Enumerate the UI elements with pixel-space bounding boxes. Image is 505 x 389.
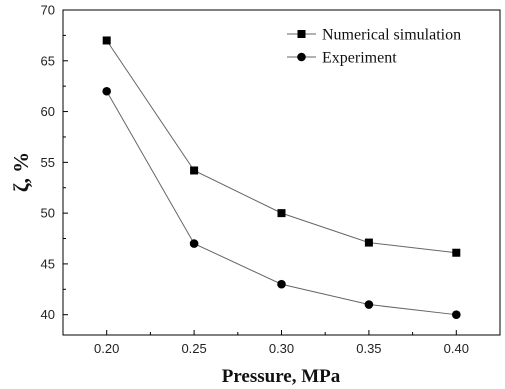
- y-tick-label: 55: [41, 155, 55, 170]
- legend-label: Numerical simulation: [322, 27, 461, 44]
- y-tick-label: 40: [41, 307, 55, 322]
- x-axis-title: Pressure, MPa: [222, 366, 341, 387]
- legend: Numerical simulation Experiment: [287, 27, 461, 67]
- series-experiment: [102, 86, 461, 319]
- x-tick-label: 0.20: [94, 341, 119, 356]
- series-numerical-simulation: [102, 36, 461, 257]
- y-tick-label: 45: [41, 256, 55, 271]
- legend-label: Experiment: [322, 50, 397, 67]
- y-axis-ticks: 40 45 50 55 60 65 70: [41, 3, 68, 322]
- y-tick-label: 65: [41, 53, 55, 68]
- legend-marker: [297, 52, 306, 62]
- y-tick-label: 60: [41, 104, 55, 119]
- legend-marker: [297, 30, 306, 38]
- data-point: [190, 166, 199, 175]
- data-point: [277, 209, 286, 218]
- y-tick-label: 70: [41, 3, 55, 18]
- y-tick-label: 50: [41, 206, 55, 221]
- data-point: [102, 36, 111, 45]
- data-point: [189, 239, 199, 248]
- data-point: [364, 238, 373, 247]
- data-point: [452, 310, 461, 319]
- x-tick-label: 0.25: [181, 341, 206, 356]
- data-point: [452, 248, 461, 257]
- series-line: [106, 40, 457, 254]
- data-point: [277, 279, 286, 289]
- data-point: [102, 86, 111, 96]
- x-tick-label: 0.40: [444, 341, 469, 356]
- series-layer: [102, 36, 461, 319]
- x-tick-label: 0.30: [269, 341, 294, 356]
- data-point: [364, 300, 374, 309]
- y-axis-title: ζ, %: [9, 152, 33, 192]
- x-tick-label: 0.35: [356, 341, 381, 356]
- x-axis-ticks: 0.20 0.25 0.30 0.35 0.40: [94, 330, 469, 356]
